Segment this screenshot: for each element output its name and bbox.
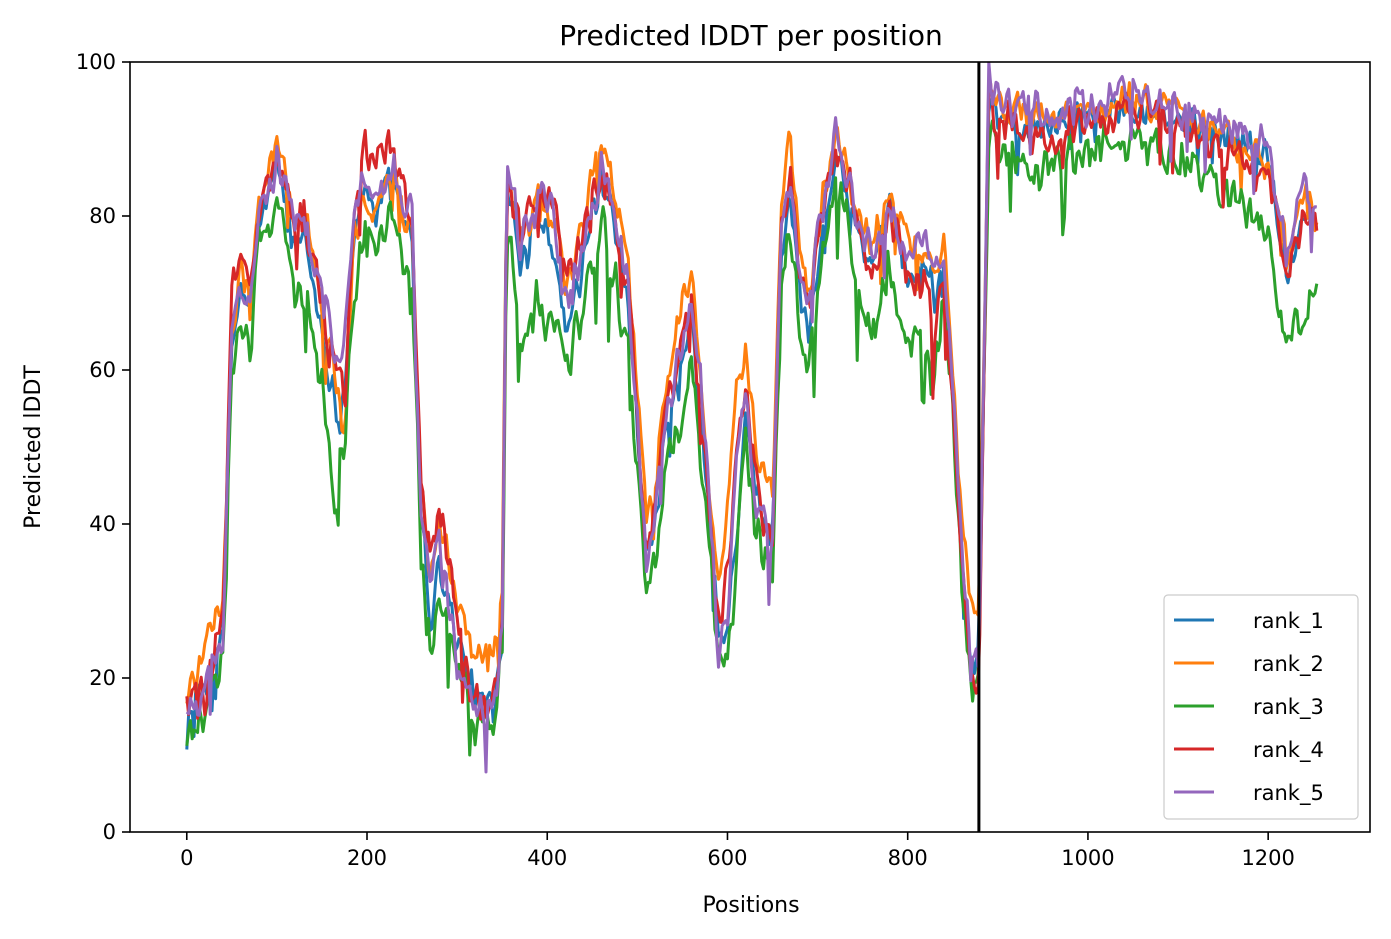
legend: rank_1 rank_2 rank_3 rank_4 rank_5 xyxy=(1163,594,1359,820)
legend-label: rank_1 xyxy=(1253,609,1324,634)
x-tick-label: 200 xyxy=(347,846,387,870)
y-tick-label: 60 xyxy=(89,358,116,382)
series-line-rank_5 xyxy=(185,62,1318,774)
x-axis: 0 200 400 600 800 1000 1200 xyxy=(180,832,1295,870)
y-tick-label: 40 xyxy=(89,512,116,536)
x-tick-label: 0 xyxy=(180,846,193,870)
legend-label: rank_3 xyxy=(1253,695,1324,720)
legend-label: rank_5 xyxy=(1253,781,1324,806)
y-axis-label: Predicted lDDT xyxy=(21,365,46,529)
x-tick-label: 600 xyxy=(707,846,747,870)
plot-frame xyxy=(129,61,1371,833)
legend-frame xyxy=(1163,594,1359,820)
x-tick-label: 800 xyxy=(888,846,928,870)
legend-label: rank_4 xyxy=(1253,738,1324,763)
chart-title: Predicted lDDT per position xyxy=(559,19,943,52)
series-layer xyxy=(185,62,1319,774)
y-tick-label: 100 xyxy=(76,50,116,74)
x-tick-label: 1000 xyxy=(1061,846,1114,870)
x-axis-label: Positions xyxy=(702,893,799,918)
y-tick-label: 20 xyxy=(89,666,116,690)
x-tick-label: 400 xyxy=(527,846,567,870)
y-tick-label: 80 xyxy=(89,204,116,228)
series-line-rank_2 xyxy=(185,81,1319,704)
y-axis: 0 20 40 60 80 100 xyxy=(76,50,130,844)
x-tick-label: 1200 xyxy=(1241,846,1294,870)
legend-label: rank_2 xyxy=(1253,652,1324,677)
y-tick-label: 0 xyxy=(103,820,116,844)
